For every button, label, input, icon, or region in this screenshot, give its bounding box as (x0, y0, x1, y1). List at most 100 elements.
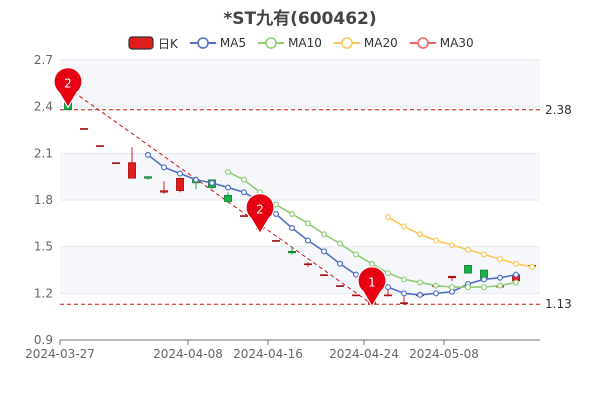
grid-band (60, 200, 540, 247)
ma10-point (417, 279, 424, 286)
ma10-point (353, 251, 360, 258)
legend-label-ma20: MA20 (363, 36, 398, 50)
trend-line (67, 87, 373, 305)
ma10-point (385, 270, 392, 277)
candle-body (160, 190, 168, 193)
candle-body (336, 285, 344, 287)
ma5-point (497, 274, 504, 281)
ma20-point (481, 251, 488, 258)
candle-body (128, 162, 136, 179)
ma20-point (401, 223, 408, 230)
ma5-point (209, 179, 216, 186)
legend-label-ma5: MA5 (219, 36, 247, 50)
ma10-point (497, 282, 504, 289)
ma20-point (528, 263, 535, 270)
grid-band (60, 106, 540, 154)
ma5-point (417, 291, 424, 298)
x-tick-label: 2024-03-27 (25, 347, 95, 361)
legend-label-ma10: MA10 (288, 36, 322, 50)
legend-item-ma10[interactable]: MA10 (258, 36, 322, 50)
ma5-point (161, 164, 168, 171)
candle-legend-icon (128, 36, 154, 50)
grid-band (60, 246, 540, 294)
pin-marker (53, 67, 83, 109)
ma20-point (512, 260, 519, 267)
ma5-point (273, 211, 280, 218)
ma10-point (241, 176, 248, 183)
ma10-point (449, 284, 456, 291)
candle-body (240, 215, 248, 217)
y-tick-label: 1.8 (34, 193, 53, 207)
ma5-point (289, 225, 296, 232)
pin-marker (357, 266, 387, 308)
ma5-point (481, 276, 488, 283)
ma20-point (449, 242, 456, 249)
ma10-point (369, 260, 376, 267)
ma10-point (481, 284, 488, 291)
ma5-point (512, 271, 519, 278)
ma5-legend-icon (189, 37, 216, 49)
candle-body (384, 294, 392, 297)
ma5-point (145, 151, 152, 158)
chart-legend: 日K MA5 MA10 MA20 MA30 (128, 34, 486, 52)
y-tick-label: 2.7 (34, 53, 53, 67)
y-tick-label: 2.4 (34, 100, 53, 114)
ma5-point (401, 290, 408, 297)
ma20-point (417, 231, 424, 238)
ma10-point (512, 279, 519, 286)
legend-label-ma30: MA30 (439, 36, 474, 50)
candle-body (272, 240, 280, 242)
ma10-point (433, 282, 440, 289)
ma5-point (225, 184, 232, 191)
candle-body (320, 274, 328, 276)
ma5-point (337, 260, 344, 267)
ma20-legend-icon (333, 37, 360, 49)
y-tick-label: 1.2 (34, 286, 53, 300)
candle-body (304, 263, 312, 266)
pin-marker (245, 193, 275, 235)
ma20-point (497, 256, 504, 263)
legend-item-dayk[interactable]: 日K (128, 35, 178, 52)
ma10-point (225, 169, 232, 176)
pin-marker-label: 1 (368, 275, 376, 289)
ma20-point (433, 237, 440, 244)
ma5-point (433, 290, 440, 297)
ma5-point (177, 170, 184, 177)
x-tick-label: 2024-05-08 (409, 347, 479, 361)
ma30-legend-icon (409, 37, 436, 49)
grid-band (60, 153, 540, 200)
candle-body (96, 145, 104, 147)
y-tick-label: 2.1 (34, 146, 53, 160)
ma10-point (289, 211, 296, 218)
reference-label: 2.38 (545, 103, 572, 117)
x-tick-label: 2024-04-08 (153, 347, 223, 361)
ma10-point (465, 284, 472, 291)
ma5-point (353, 271, 360, 278)
candle-body (224, 195, 232, 202)
ma20-point (385, 214, 392, 221)
candle-body (448, 275, 456, 279)
legend-item-ma30[interactable]: MA30 (409, 36, 474, 50)
candle-body (464, 265, 472, 274)
ma5-point (193, 176, 200, 183)
ma20-line (387, 216, 533, 268)
candle-body (176, 177, 184, 191)
ma10-legend-icon (258, 37, 285, 49)
ma10-point (337, 240, 344, 247)
ma10-point (305, 220, 312, 227)
grid-band (60, 293, 540, 340)
legend-item-ma20[interactable]: MA20 (333, 36, 398, 50)
x-tick-label: 2024-04-24 (329, 347, 399, 361)
legend-item-ma5[interactable]: MA5 (189, 36, 247, 50)
ma5-point (385, 284, 392, 291)
ma10-point (321, 231, 328, 238)
reference-label: 1.13 (545, 297, 572, 311)
y-tick-label: 1.5 (34, 240, 53, 254)
grid-band (60, 60, 540, 107)
candle-body (144, 176, 152, 179)
pin-marker-label: 2 (256, 202, 264, 216)
candle-body (112, 162, 120, 164)
legend-label-dayk: 日K (158, 36, 178, 51)
